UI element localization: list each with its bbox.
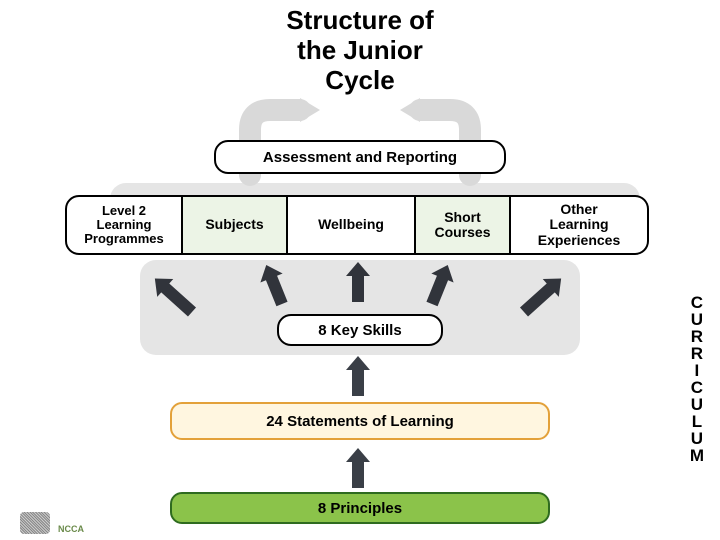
key-skills-label: 8 Key Skills: [318, 322, 401, 339]
title-line-3: Cycle: [160, 66, 560, 96]
statements-label: 24 Statements of Learning: [266, 413, 454, 430]
ncca-logo-text: NCCA: [58, 524, 84, 534]
footer-logos: NCCA: [20, 512, 84, 534]
curriculum-vertical-label: CURRICULUM: [690, 294, 704, 464]
component-cell-1: Subjects: [183, 195, 288, 255]
key-skills-box: 8 Key Skills: [277, 314, 443, 346]
component-cell-0: Level 2 Learning Programmes: [65, 195, 183, 255]
component-cell-label: Wellbeing: [318, 217, 384, 232]
component-cell-2: Wellbeing: [288, 195, 416, 255]
component-cell-4: Other Learning Experiences: [511, 195, 649, 255]
assessment-label: Assessment and Reporting: [263, 149, 457, 166]
component-cell-label: Short Courses: [434, 210, 490, 241]
component-cell-3: Short Courses: [416, 195, 511, 255]
component-cell-label: Subjects: [205, 217, 263, 232]
page-title: Structure of the Junior Cycle: [160, 6, 560, 96]
assessment-reporting-box: Assessment and Reporting: [214, 140, 506, 174]
title-line-2: the Junior: [160, 36, 560, 66]
component-cell-label: Level 2 Learning Programmes: [84, 204, 163, 247]
component-cell-label: Other Learning Experiences: [538, 202, 621, 248]
principles-label: 8 Principles: [318, 500, 402, 517]
principles-box: 8 Principles: [170, 492, 550, 524]
logo-icon: [20, 512, 50, 534]
statements-box: 24 Statements of Learning: [170, 402, 550, 440]
title-line-1: Structure of: [160, 6, 560, 36]
